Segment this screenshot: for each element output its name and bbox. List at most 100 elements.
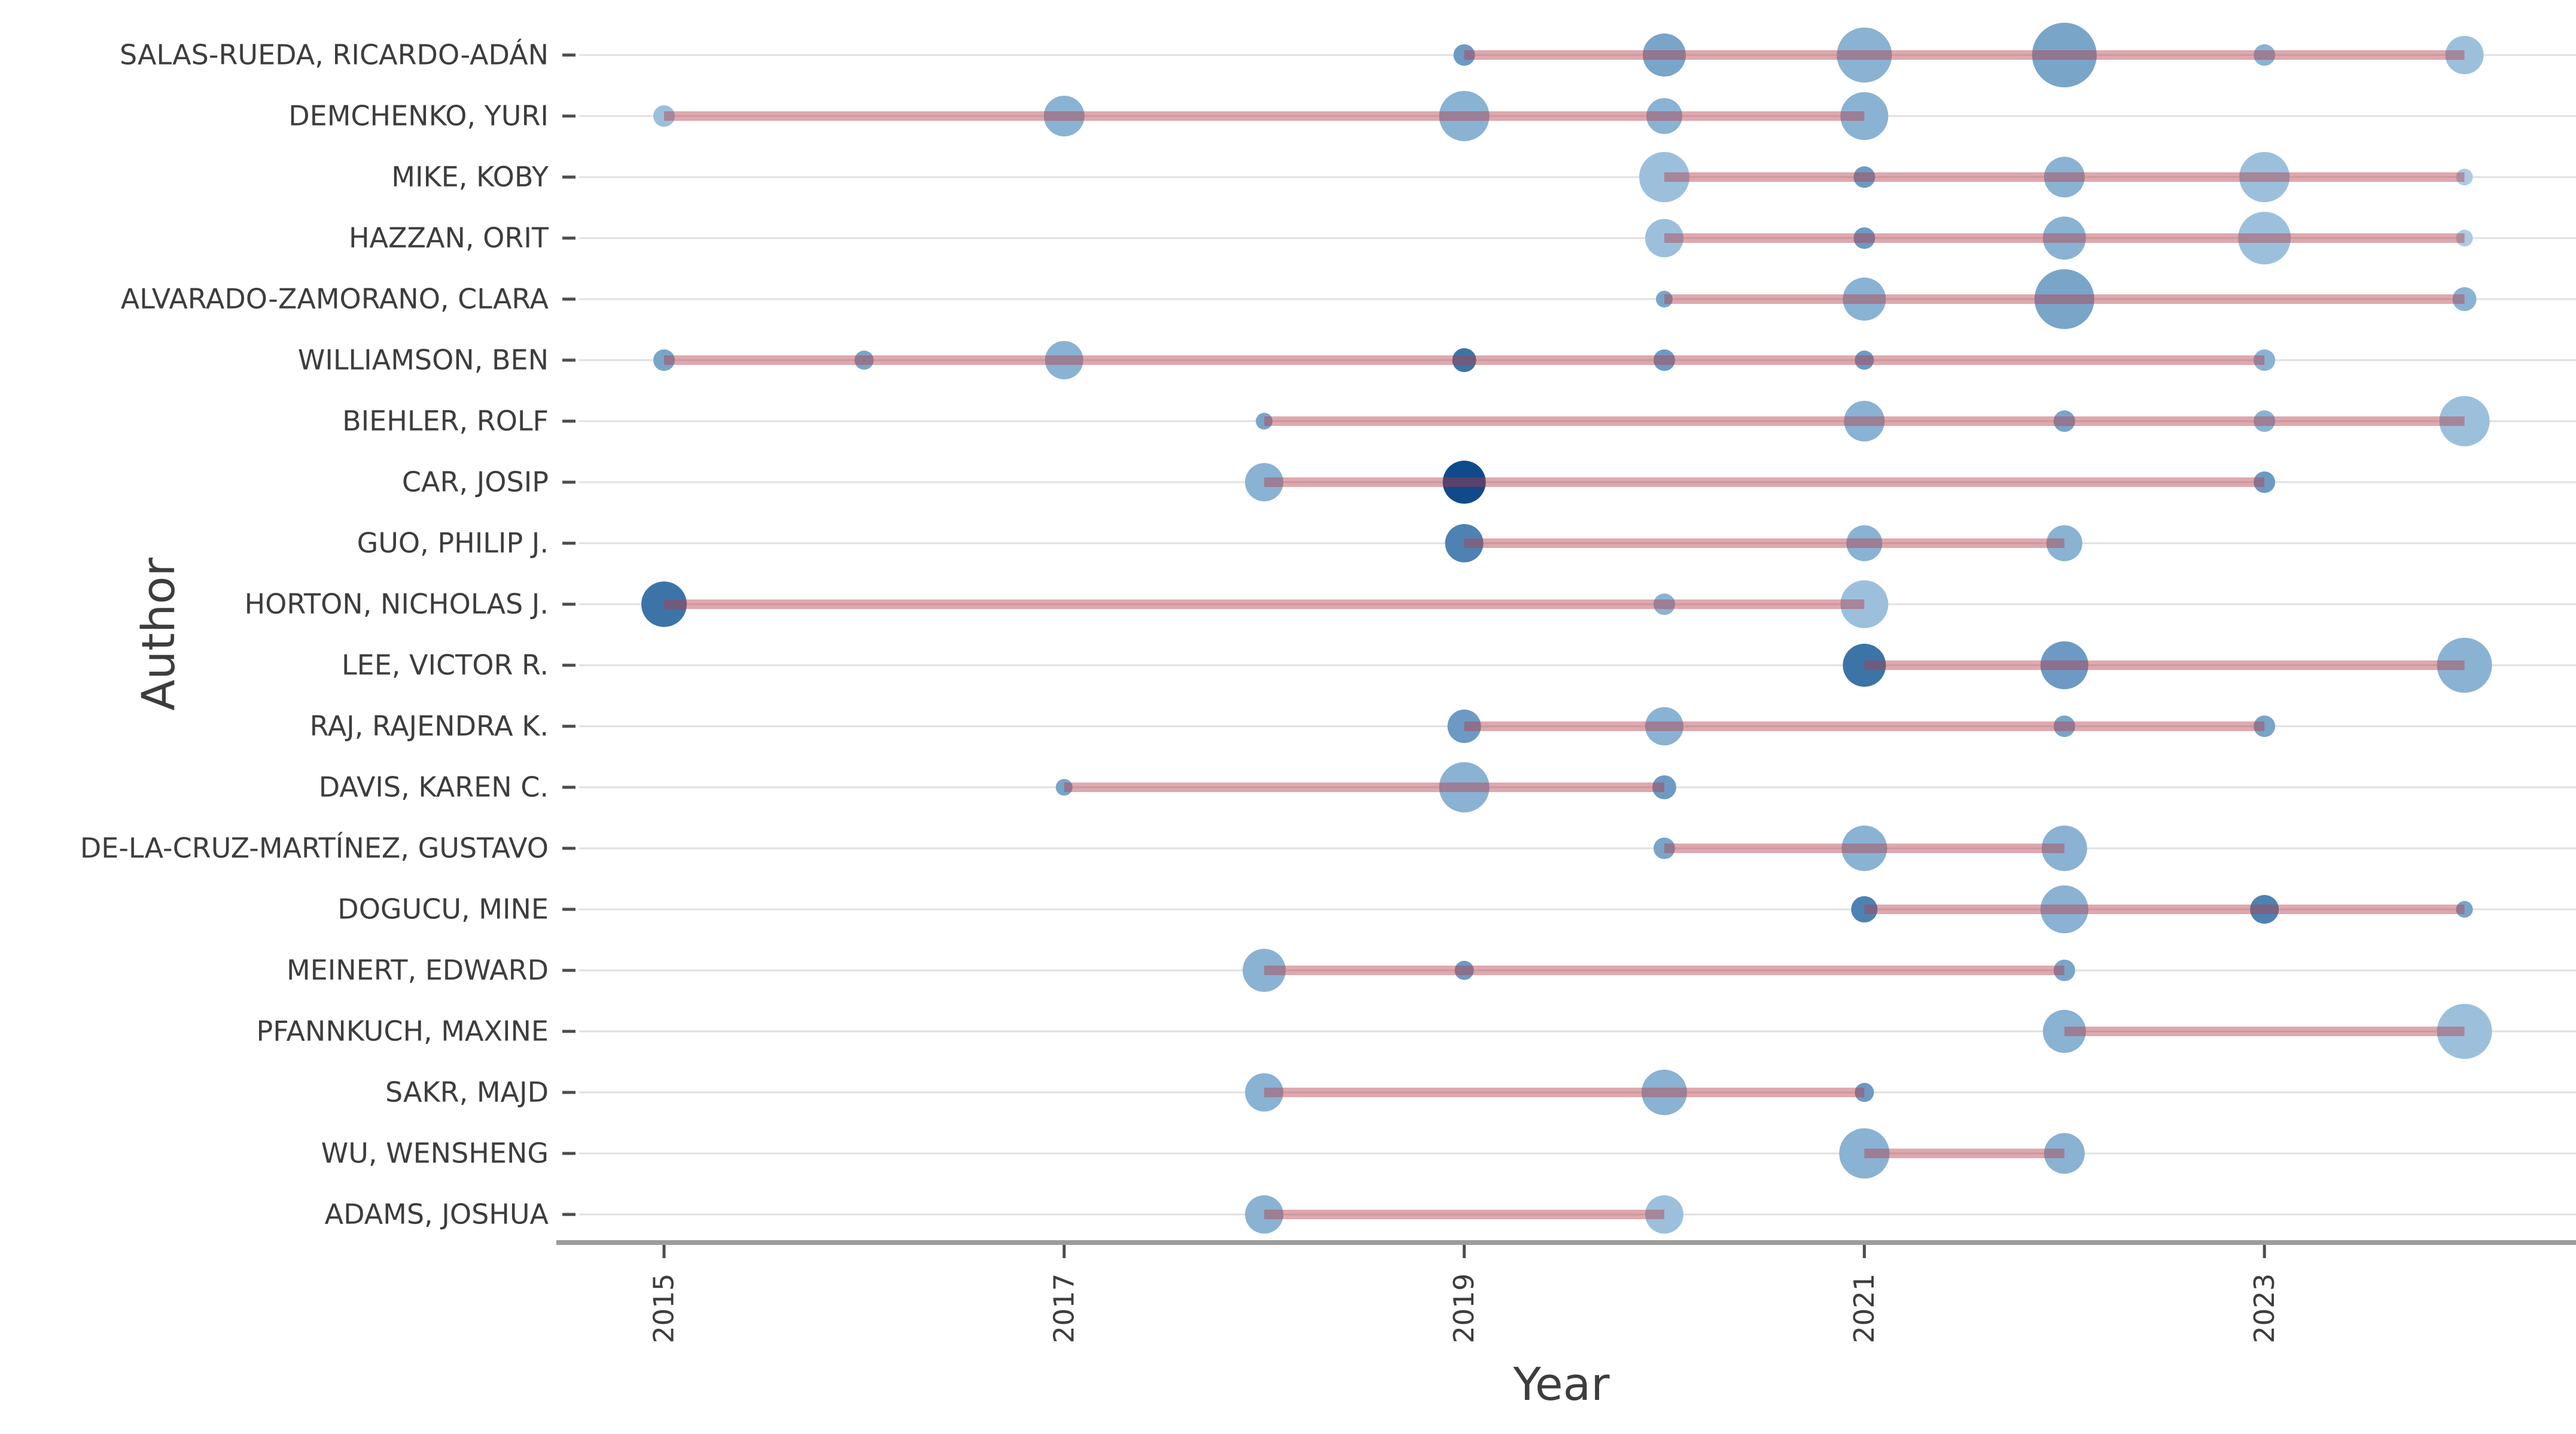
publication-bubble [2238,212,2291,264]
author-label: WILLIAMSON, BEN [298,344,549,376]
author-label: HORTON, NICHOLAS J. [245,588,549,620]
x-tick-label: 2019 [1448,1273,1480,1343]
publication-bubble [2250,895,2279,924]
x-tick-label: 2023 [2248,1273,2280,1343]
author-label: DAVIS, KAREN C. [319,771,549,803]
author-label: DOGUCU, MINE [337,893,549,925]
publication-bubble [2239,152,2290,202]
publication-bubble [1643,34,1686,77]
publication-bubble [1841,826,1887,871]
publication-bubble [2254,349,2276,371]
publication-bubble [1055,779,1073,796]
publication-bubble [1652,775,1676,799]
publication-bubble [2041,826,2087,871]
publication-bubble [2254,410,2276,432]
x-axis-title: Year [1513,1357,1610,1411]
publication-bubble [2437,1004,2492,1059]
author-label: SALAS-RUEDA, RICARDO-ADÁN [120,39,549,71]
publication-bubble [1439,91,1490,141]
publication-bubble [1656,291,1673,307]
publication-bubble [1855,1083,1874,1102]
author-label: ADAMS, JOSHUA [325,1198,549,1231]
publication-bubble [2445,36,2484,74]
publication-bubble [2044,1133,2085,1174]
author-label: BIEHLER, ROLF [342,405,549,437]
publication-bubble [1654,593,1675,615]
author-label: MIKE, KOBY [391,161,549,193]
publication-bubble [1855,351,1874,370]
publication-bubble [2254,716,2276,737]
publication-bubble [653,105,675,127]
publication-bubble [1256,413,1273,430]
publication-bubble [1839,1128,1890,1179]
x-tick-label: 2015 [648,1273,680,1343]
publication-bubble [2040,641,2088,689]
author-label: LEE, VICTOR R. [342,649,549,681]
x-tick-label: 2017 [1048,1273,1080,1343]
author-label: DE-LA-CRUZ-MARTÍNEZ, GUSTAVO [80,832,549,864]
author-label: HAZZAN, ORIT [349,222,549,254]
publication-bubble [2032,23,2097,87]
x-tick-label: 2021 [1848,1273,1880,1343]
publication-bubble [1442,461,1486,504]
publication-bubble [854,351,874,370]
publication-bubble [1645,1195,1683,1234]
publication-bubble [1243,949,1286,992]
author-label: MEINERT, EDWARD [287,954,549,987]
publication-bubble [1639,152,1689,202]
publication-bubble [2254,44,2276,66]
publication-bubble [2040,885,2088,933]
publication-bubble [2437,638,2492,693]
publication-bubble [1840,92,1889,140]
publication-bubble [2456,901,2473,918]
publication-bubble [653,349,675,371]
publication-bubble [1245,1073,1284,1112]
publication-bubble [2452,287,2477,311]
publication-bubble [1245,463,1284,501]
author-label: WU, WENSHENG [321,1137,549,1170]
publication-bubble [1452,348,1476,372]
author-label: GUO, PHILIP J. [357,527,549,559]
publication-bubble [1043,96,1085,136]
publication-bubble [1245,1195,1284,1234]
publication-bubble [1851,896,1878,922]
publication-bubble [1654,349,1675,371]
publication-bubble [1654,838,1675,859]
publication-bubble [2456,230,2473,246]
publication-bubble [1846,525,1883,561]
publication-bubble [2034,269,2094,329]
author-label: DEMCHENKO, YURI [288,100,549,132]
author-label: CAR, JOSIP [402,466,549,498]
publication-bubble [1843,278,1886,321]
publication-bubble [1439,762,1490,812]
publication-bubble [1045,341,1083,379]
publication-bubble [2053,716,2075,737]
publication-bubble [1642,1070,1687,1115]
publication-bubble [1853,166,1875,188]
author-label: PFANNKUCH, MAXINE [256,1015,549,1048]
publication-bubble [1837,28,1892,83]
publication-bubble [2439,396,2490,446]
publication-bubble [2042,217,2086,260]
publication-bubble [1445,524,1484,562]
author-label: SAKR, MAJD [385,1076,549,1109]
publication-bubble [1646,98,1682,134]
publication-bubble [1454,961,1474,980]
publication-bubble [641,581,687,627]
author-label: RAJ, RAJENDRA K. [310,710,549,742]
publication-bubble [2046,525,2082,561]
publication-bubble [1453,44,1475,66]
publication-bubble [1843,644,1886,687]
publication-bubble [2254,471,2276,493]
publication-bubble [1840,580,1889,628]
publication-bubble [1447,710,1481,743]
publication-bubble [1844,401,1885,442]
author-label: ALVARADO-ZAMORANO, CLARA [121,283,549,315]
publication-bubble [2456,169,2473,185]
publication-bubble [1853,227,1875,249]
publication-bubble [2042,1010,2086,1053]
publication-bubble [1645,707,1683,745]
y-axis-title: Author [132,557,185,711]
publication-bubble [2053,410,2075,432]
